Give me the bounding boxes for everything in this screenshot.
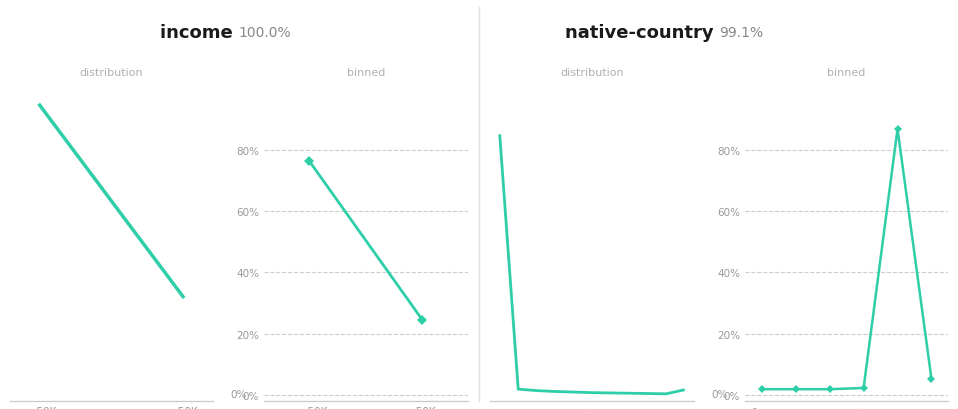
Text: binned: binned [347, 68, 385, 78]
Text: 0%: 0% [230, 389, 247, 399]
Text: distribution: distribution [80, 68, 143, 78]
Text: binned: binned [828, 68, 866, 78]
Text: 99.1%: 99.1% [719, 26, 764, 40]
Text: income: income [160, 24, 239, 42]
Text: distribution: distribution [560, 68, 624, 78]
Text: 0%: 0% [711, 389, 728, 399]
Text: 100.0%: 100.0% [239, 26, 291, 40]
Text: native-country: native-country [564, 24, 719, 42]
